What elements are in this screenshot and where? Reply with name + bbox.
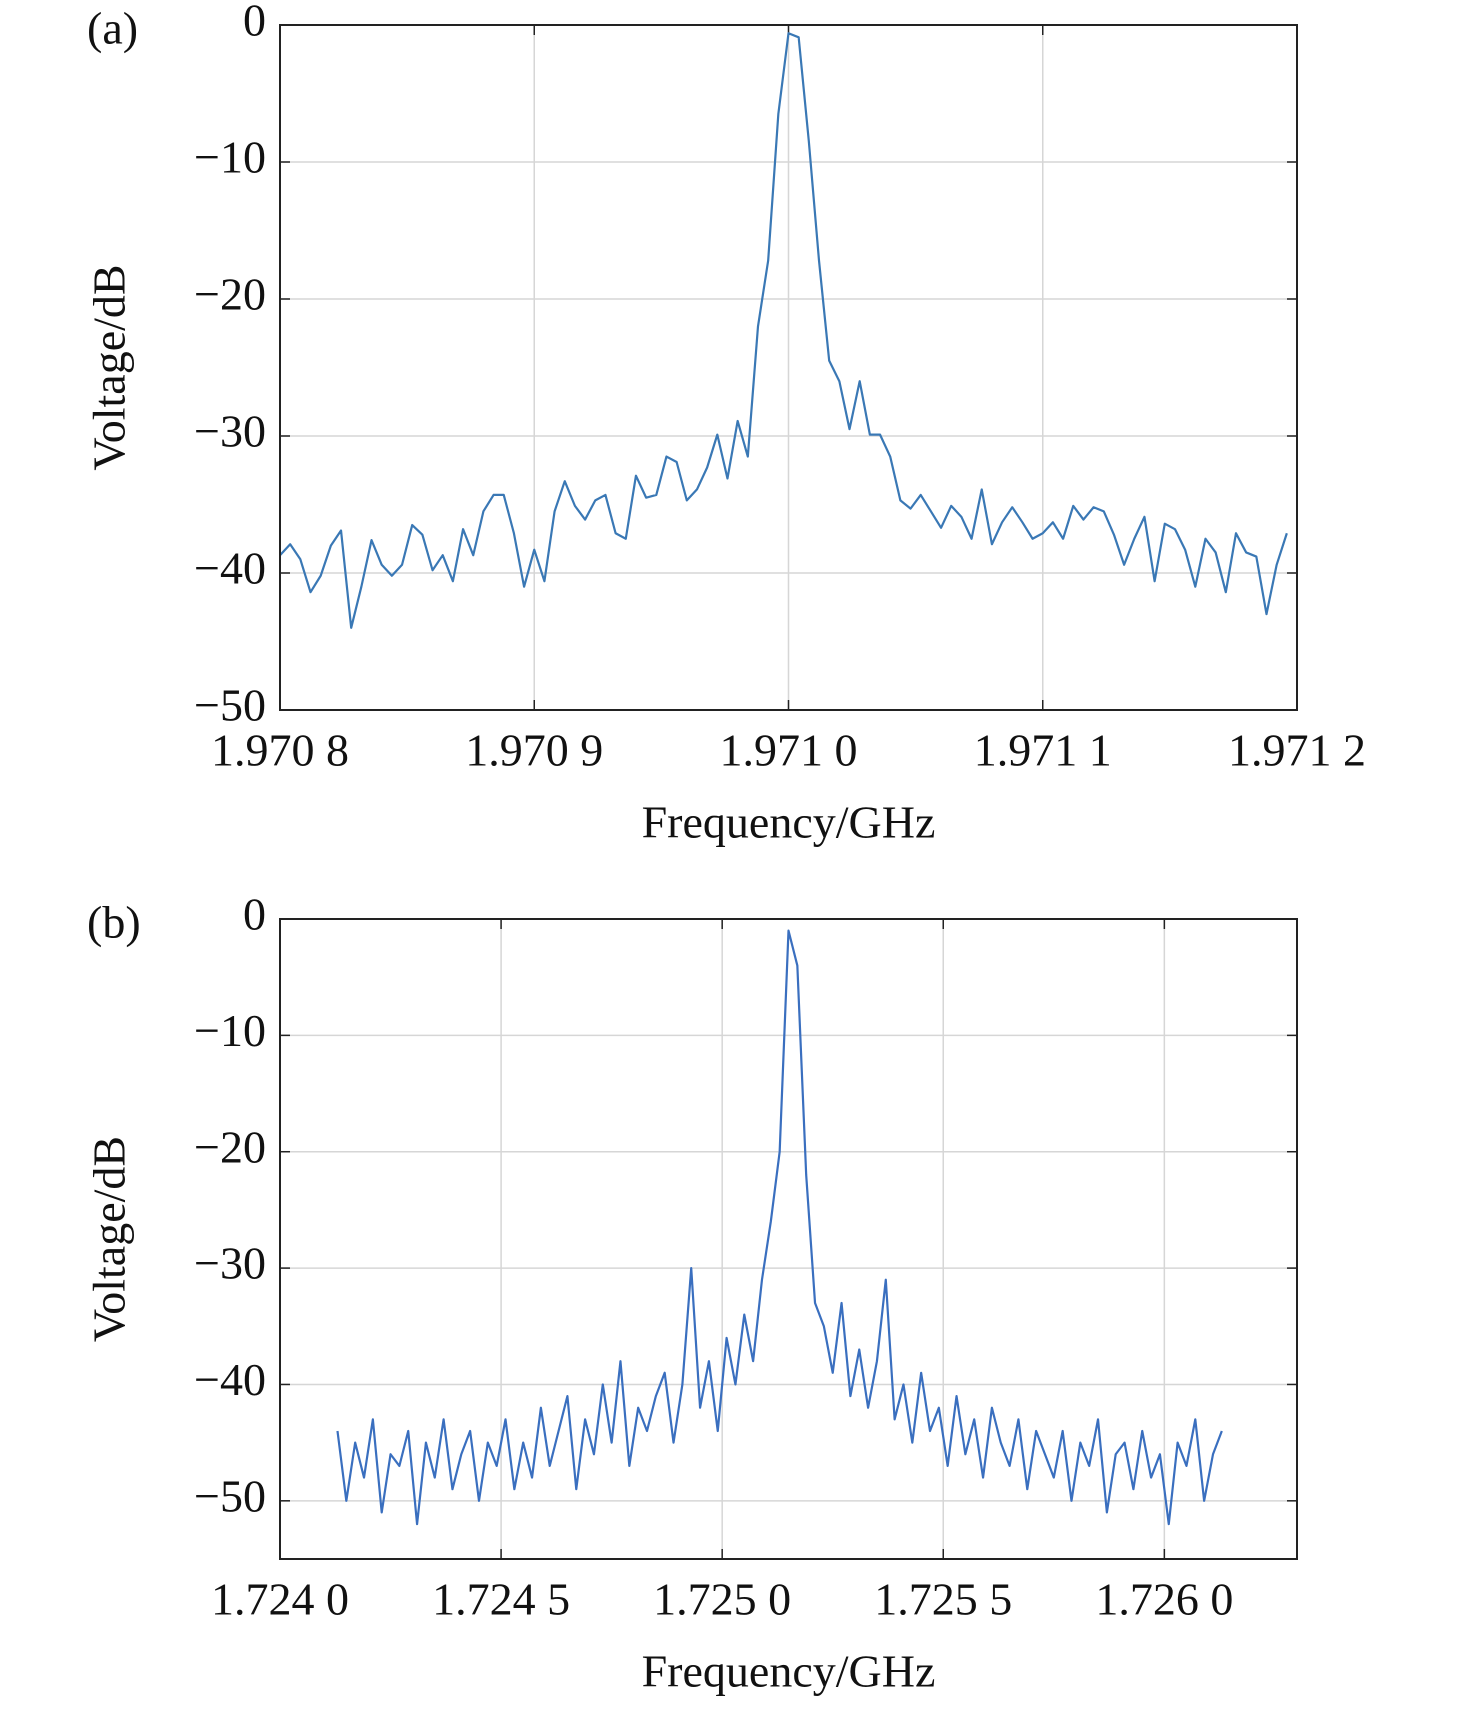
data-line (336, 929, 1223, 1526)
y-axis-label: Voltage/dB (84, 264, 135, 470)
x-tick-label: 1.971 0 (720, 725, 858, 776)
y-axis-label: Voltage/dB (84, 1136, 135, 1342)
x-tick-label: 1.970 9 (465, 725, 603, 776)
x-tick-label: 1.971 1 (974, 725, 1112, 776)
data-line (280, 32, 1288, 629)
y-tick-label: −40 (194, 1354, 266, 1405)
y-tick-label: −30 (194, 1238, 266, 1289)
plot-area (280, 919, 1297, 1559)
y-tick-label: −20 (194, 1121, 266, 1172)
panel-label: (a) (87, 3, 138, 54)
x-tick-label: 1.971 2 (1228, 725, 1366, 776)
x-tick-label: 1.725 0 (653, 1574, 791, 1625)
x-axis-label: Frequency/GHz (642, 1646, 936, 1697)
axes-frame (279, 918, 1298, 1560)
y-tick-label: −20 (194, 269, 266, 320)
y-tick-label: 0 (243, 889, 266, 940)
x-tick-label: 1.726 0 (1095, 1574, 1233, 1625)
y-tick-label: −10 (194, 132, 266, 183)
x-axis-label: Frequency/GHz (642, 797, 936, 848)
axes-frame (279, 24, 1298, 711)
y-tick-label: 0 (243, 0, 266, 46)
x-tick-label: 1.724 5 (432, 1574, 570, 1625)
x-tick-label: 1.724 0 (211, 1574, 349, 1625)
panel-label: (b) (87, 897, 141, 948)
x-tick-label: 1.725 5 (874, 1574, 1012, 1625)
y-tick-label: −10 (194, 1005, 266, 1056)
y-tick-label: −50 (194, 1470, 266, 1521)
y-tick-label: −40 (194, 543, 266, 594)
x-tick-label: 1.970 8 (211, 725, 349, 776)
y-tick-label: −50 (194, 680, 266, 731)
y-tick-label: −30 (194, 406, 266, 457)
